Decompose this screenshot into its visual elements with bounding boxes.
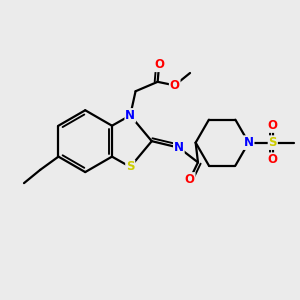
Text: O: O <box>268 153 278 166</box>
Text: S: S <box>268 136 277 149</box>
Text: O: O <box>154 58 164 71</box>
Text: O: O <box>268 119 278 132</box>
Text: N: N <box>244 136 254 149</box>
Text: O: O <box>170 79 180 92</box>
Text: S: S <box>126 160 134 173</box>
Text: N: N <box>125 109 135 122</box>
Text: N: N <box>174 141 184 154</box>
Text: O: O <box>185 173 195 186</box>
